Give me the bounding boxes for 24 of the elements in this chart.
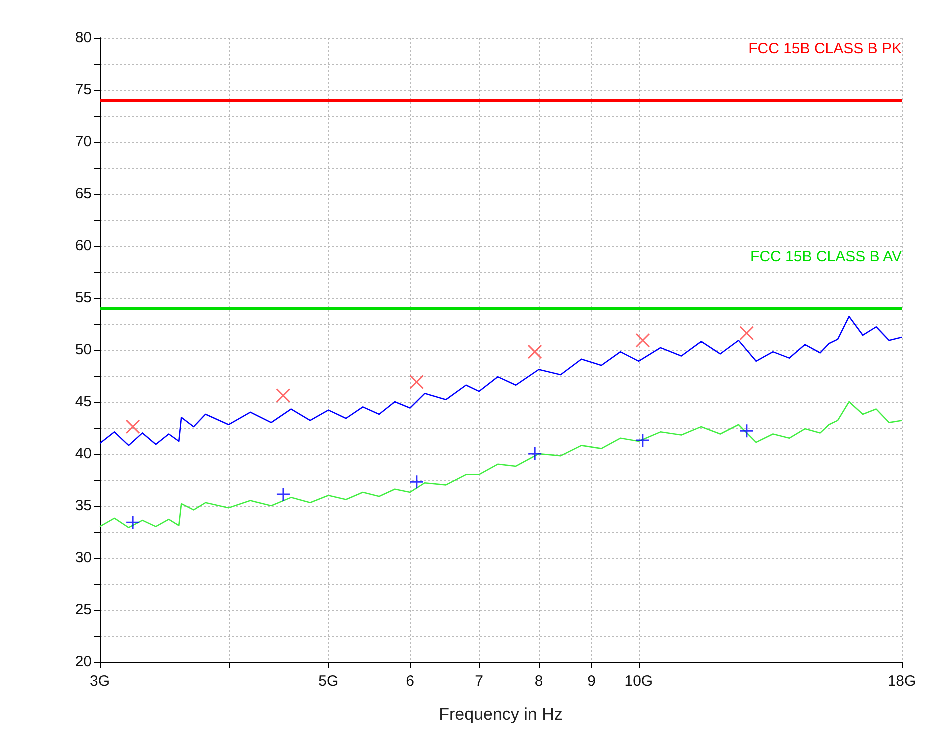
x-tick-label: 18G — [888, 673, 916, 690]
x-tick-label: 7 — [475, 673, 484, 690]
y-tick-label: 60 — [75, 238, 92, 254]
ref-line-label: FCC 15B CLASS B PK — [748, 40, 902, 58]
y-tick-label: 30 — [75, 550, 92, 566]
x-tick-label: 9 — [588, 673, 596, 690]
y-tick-label: 35 — [75, 498, 92, 514]
y-tick-label: 40 — [75, 446, 92, 462]
x-tick-label: 6 — [406, 673, 414, 690]
y-tick-label: 25 — [75, 602, 92, 618]
x-tick-label: 10G — [624, 673, 654, 690]
y-tick-label: 20 — [75, 654, 92, 670]
y-tick-label: 75 — [75, 82, 92, 98]
ref-line-label: FCC 15B CLASS B AV — [750, 248, 902, 266]
x-axis-title: Frequency in Hz — [439, 705, 563, 724]
y-tick-label: 50 — [75, 342, 92, 358]
x-tick-label: 8 — [534, 673, 544, 690]
y-tick-label: 55 — [75, 290, 92, 306]
x-tick-label: 5G — [318, 673, 339, 690]
y-tick-label: 80 — [75, 30, 92, 46]
y-tick-label: 70 — [75, 134, 92, 150]
x-tick-label: 3G — [90, 673, 110, 690]
y-tick-label: 45 — [75, 394, 92, 410]
y-tick-label: 65 — [75, 186, 92, 202]
